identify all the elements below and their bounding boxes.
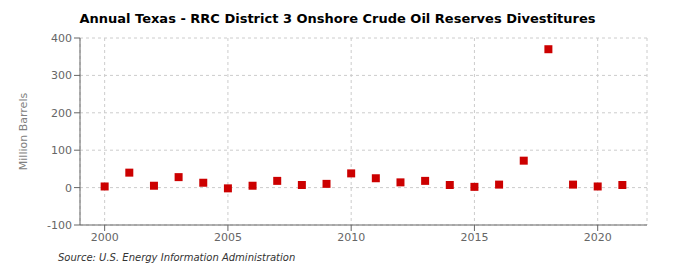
svg-text:2010: 2010 — [337, 231, 365, 244]
svg-text:Million Barrels: Million Barrels — [17, 93, 30, 171]
svg-text:2020: 2020 — [584, 231, 612, 244]
html-text:Source: U.S. Energy Informatio: Source: U.S. Energy Information Administ… — [58, 252, 296, 263]
svg-text:-100: -100 — [47, 219, 72, 232]
svg-text:2000: 2000 — [91, 231, 119, 244]
svg-text:2005: 2005 — [214, 231, 242, 244]
svg-text:2015: 2015 — [460, 231, 488, 244]
svg-text:400: 400 — [51, 32, 72, 45]
html-text:Annual Texas - RRC District 3: Annual Texas - RRC District 3 Onshore Cr… — [79, 11, 596, 26]
svg-text:0: 0 — [65, 182, 72, 195]
svg-text:100: 100 — [51, 144, 72, 157]
svg-text:200: 200 — [51, 107, 72, 120]
svg-text:300: 300 — [51, 69, 72, 82]
